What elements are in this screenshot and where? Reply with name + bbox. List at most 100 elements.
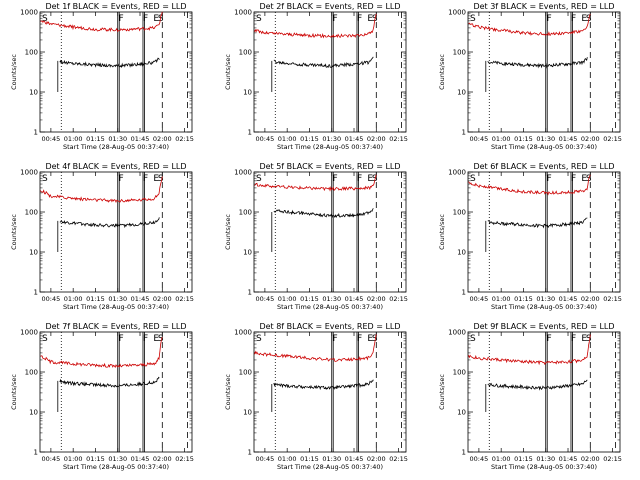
event-marker-label: F	[571, 14, 576, 24]
y-tick-label: 100	[25, 369, 38, 377]
panel-title: Det 3f BLACK = Events, RED = LLD	[473, 2, 614, 11]
series-line-events	[59, 376, 160, 388]
series-line-lld	[254, 174, 377, 192]
detector-panel-8: Det 8f BLACK = Events, RED = LLD 1 10 100 10…	[224, 322, 408, 471]
x-tick-label: 02:15	[389, 135, 408, 143]
plot-frame	[253, 11, 407, 133]
detector-panel-6: Det 6f BLACK = Events, RED = LLD 1 10 100 10…	[438, 162, 622, 311]
event-marker-label: E	[367, 14, 373, 24]
x-tick-label: 02:00	[153, 455, 172, 463]
event-marker-label: F	[571, 174, 576, 184]
panel-title: Det 9f BLACK = Events, RED = LLD	[473, 322, 614, 331]
x-axis-label: Start Time (28-Aug-05 00:37:40)	[63, 143, 169, 151]
x-tick-label: 02:15	[389, 295, 408, 303]
x-tick-label: 01:15	[86, 455, 105, 463]
x-tick-label: 02:00	[367, 295, 386, 303]
event-marker-label: F	[546, 174, 551, 184]
series-line-events	[487, 57, 588, 69]
event-marker-label: S	[42, 174, 48, 184]
event-marker-label: S	[470, 334, 476, 344]
event-marker-label: S	[42, 334, 48, 344]
series-line-events	[59, 57, 160, 69]
series-line-lld	[468, 334, 591, 366]
y-axis-label: Counts/sec	[224, 214, 232, 250]
x-tick-label: 00:45	[470, 135, 489, 143]
x-axis-label: Start Time (28-Aug-05 00:37:40)	[63, 463, 169, 471]
series-line-lld	[468, 14, 591, 37]
x-tick-label: 01:45	[131, 295, 150, 303]
y-tick-label: 10	[457, 89, 466, 97]
x-tick-label: 01:30	[536, 295, 555, 303]
series-line-events	[487, 379, 588, 391]
x-tick-label: 02:15	[603, 455, 622, 463]
event-marker-label: S	[256, 334, 262, 344]
event-marker-label: F	[118, 14, 123, 24]
event-marker-label: S	[470, 174, 476, 184]
x-tick-label: 02:00	[367, 135, 386, 143]
series-line-lld	[40, 11, 163, 33]
event-marker-label: S	[586, 334, 592, 344]
series-line-events	[487, 217, 588, 229]
event-marker-label: S	[158, 174, 164, 184]
x-tick-label: 01:15	[300, 455, 319, 463]
y-tick-label: 1000	[234, 329, 252, 337]
x-tick-label: 01:45	[559, 295, 578, 303]
panel-title: Det 1f BLACK = Events, RED = LLD	[45, 2, 186, 11]
y-tick-label: 1	[462, 129, 466, 137]
y-tick-label: 10	[243, 409, 252, 417]
event-marker-label: F	[357, 334, 362, 344]
x-tick-label: 00:45	[256, 135, 275, 143]
x-tick-label: 02:15	[603, 295, 622, 303]
x-tick-label: 01:45	[559, 135, 578, 143]
x-tick-label: 01:00	[492, 455, 511, 463]
x-tick-label: 02:15	[603, 135, 622, 143]
x-tick-label: 01:45	[131, 455, 150, 463]
y-tick-label: 100	[453, 209, 466, 217]
y-tick-label: 1000	[20, 169, 38, 177]
x-tick-label: 01:00	[278, 295, 297, 303]
x-tick-label: 01:00	[64, 135, 83, 143]
y-axis-label: Counts/sec	[438, 214, 446, 250]
detector-panel-4: Det 4f BLACK = Events, RED = LLD 1 10 100 10…	[10, 162, 194, 311]
event-marker-label: F	[143, 14, 148, 24]
y-tick-label: 1	[462, 449, 466, 457]
x-tick-label: 01:15	[514, 135, 533, 143]
x-tick-label: 01:30	[108, 135, 127, 143]
x-tick-label: 01:00	[492, 135, 511, 143]
y-tick-label: 1	[34, 289, 38, 297]
series-line-lld	[468, 174, 591, 196]
event-marker-label: F	[118, 174, 123, 184]
y-tick-label: 1000	[448, 329, 466, 337]
plot-frame	[39, 171, 193, 293]
x-tick-label: 01:30	[536, 455, 555, 463]
x-tick-label: 01:00	[278, 455, 297, 463]
series-line-events	[59, 217, 160, 229]
detector-panel-7: Det 7f BLACK = Events, RED = LLD 1 10 100 10…	[10, 322, 194, 471]
x-tick-label: 01:45	[131, 135, 150, 143]
x-tick-label: 01:30	[108, 455, 127, 463]
detector-panel-2: Det 2f BLACK = Events, RED = LLD 1 10 100 10…	[224, 2, 408, 151]
x-tick-label: 00:45	[42, 455, 61, 463]
y-axis-label: Counts/sec	[224, 374, 232, 410]
series-line-lld	[40, 176, 163, 203]
event-marker-label: S	[372, 334, 378, 344]
x-axis-label: Start Time (28-Aug-05 00:37:40)	[277, 303, 383, 311]
panel-title: Det 5f BLACK = Events, RED = LLD	[259, 162, 400, 171]
detector-panel-9: Det 9f BLACK = Events, RED = LLD 1 10 100 10…	[438, 322, 622, 471]
x-tick-label: 02:00	[153, 295, 172, 303]
y-tick-label: 1000	[448, 9, 466, 17]
detector-panel-1: Det 1f BLACK = Events, RED = LLD 1 10 100 10…	[10, 2, 194, 151]
plot-frame	[253, 331, 407, 453]
plot-frame	[253, 171, 407, 293]
y-tick-label: 10	[243, 89, 252, 97]
x-tick-label: 02:15	[175, 455, 194, 463]
x-tick-label: 00:45	[42, 135, 61, 143]
x-tick-label: 02:00	[581, 455, 600, 463]
y-tick-label: 1	[462, 289, 466, 297]
y-tick-label: 1	[248, 289, 252, 297]
series-line-lld	[254, 334, 377, 362]
y-tick-label: 10	[457, 409, 466, 417]
event-marker-label: F	[332, 14, 337, 24]
y-axis-label: Counts/sec	[438, 374, 446, 410]
panel-title: Det 6f BLACK = Events, RED = LLD	[473, 162, 614, 171]
